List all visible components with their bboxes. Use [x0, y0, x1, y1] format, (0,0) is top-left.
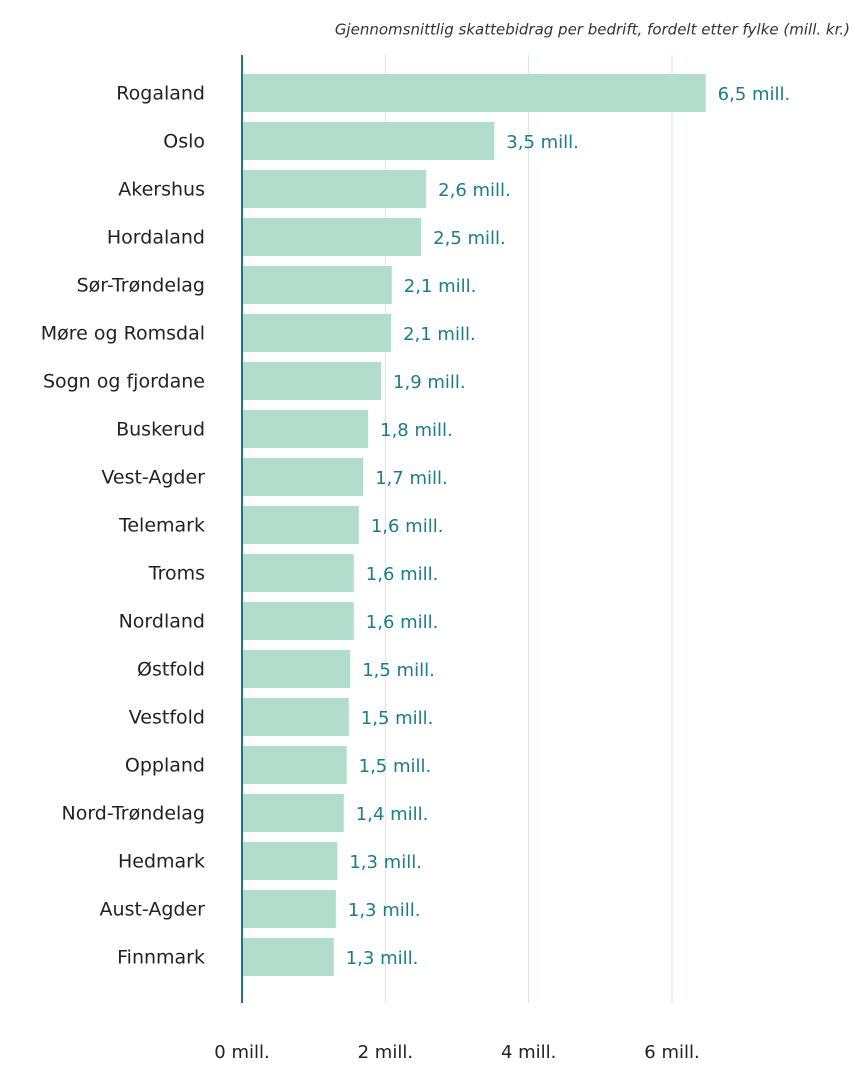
bar	[242, 218, 422, 256]
bar	[242, 650, 351, 688]
value-label: 1,3 mill.	[348, 900, 421, 921]
bar	[242, 890, 336, 928]
value-label: 1,6 mill.	[366, 612, 439, 633]
category-label: Sogn og fjordane	[43, 371, 205, 393]
bar	[242, 410, 369, 448]
bar	[242, 842, 338, 880]
value-label: 1,5 mill.	[361, 708, 434, 729]
category-label: Troms	[148, 563, 205, 585]
category-label: Rogaland	[116, 83, 205, 105]
category-label: Vestfold	[129, 707, 205, 729]
bar	[242, 170, 427, 208]
x-tick-label: 6 mill.	[644, 1042, 699, 1063]
bar	[242, 458, 364, 496]
value-label: 3,5 mill.	[506, 132, 579, 153]
category-label: Sør-Trøndelag	[77, 275, 205, 297]
bar	[242, 554, 354, 592]
value-label: 1,5 mill.	[359, 756, 432, 777]
x-tick-label: 2 mill.	[358, 1042, 413, 1063]
value-label: 2,1 mill.	[403, 324, 476, 345]
x-tick-label: 4 mill.	[501, 1042, 556, 1063]
category-label: Aust-Agder	[100, 899, 206, 921]
value-label: 2,6 mill.	[438, 180, 511, 201]
bar	[242, 794, 344, 832]
value-label: 1,7 mill.	[375, 468, 448, 489]
bar	[242, 698, 349, 736]
value-label: 2,5 mill.	[433, 228, 506, 249]
value-label: 6,5 mill.	[718, 84, 791, 105]
bar	[242, 266, 392, 304]
bar	[242, 122, 495, 160]
value-label: 1,9 mill.	[393, 372, 466, 393]
value-label: 1,3 mill.	[349, 852, 422, 873]
chart-title: Gjennomsnittlig skattebidrag per bedrift…	[335, 21, 850, 39]
category-label: Buskerud	[116, 419, 205, 441]
category-label: Vest-Agder	[101, 467, 205, 489]
category-label: Møre og Romsdal	[41, 323, 205, 345]
value-label: 1,3 mill.	[346, 948, 419, 969]
category-label: Akershus	[118, 179, 205, 201]
value-label: 1,6 mill.	[371, 516, 444, 537]
category-label: Finnmark	[117, 947, 205, 969]
value-label: 1,6 mill.	[366, 564, 439, 585]
bar	[242, 74, 706, 112]
category-label: Nordland	[119, 611, 205, 633]
category-label: Hordaland	[107, 227, 205, 249]
bar	[242, 602, 354, 640]
value-label: 1,8 mill.	[380, 420, 453, 441]
category-label: Østfold	[137, 659, 205, 681]
bar	[242, 362, 382, 400]
category-label: Nord-Trøndelag	[61, 803, 205, 825]
category-label: Oslo	[163, 131, 205, 153]
category-label: Oppland	[125, 755, 205, 777]
value-label: 1,4 mill.	[356, 804, 429, 825]
bar	[242, 314, 392, 352]
bar	[242, 746, 347, 784]
category-label: Hedmark	[118, 851, 205, 873]
x-tick-label: 0 mill.	[214, 1042, 269, 1063]
value-label: 2,1 mill.	[404, 276, 477, 297]
category-label: Telemark	[118, 515, 205, 537]
value-label: 1,5 mill.	[362, 660, 435, 681]
bar	[242, 938, 334, 976]
bar	[242, 506, 359, 544]
